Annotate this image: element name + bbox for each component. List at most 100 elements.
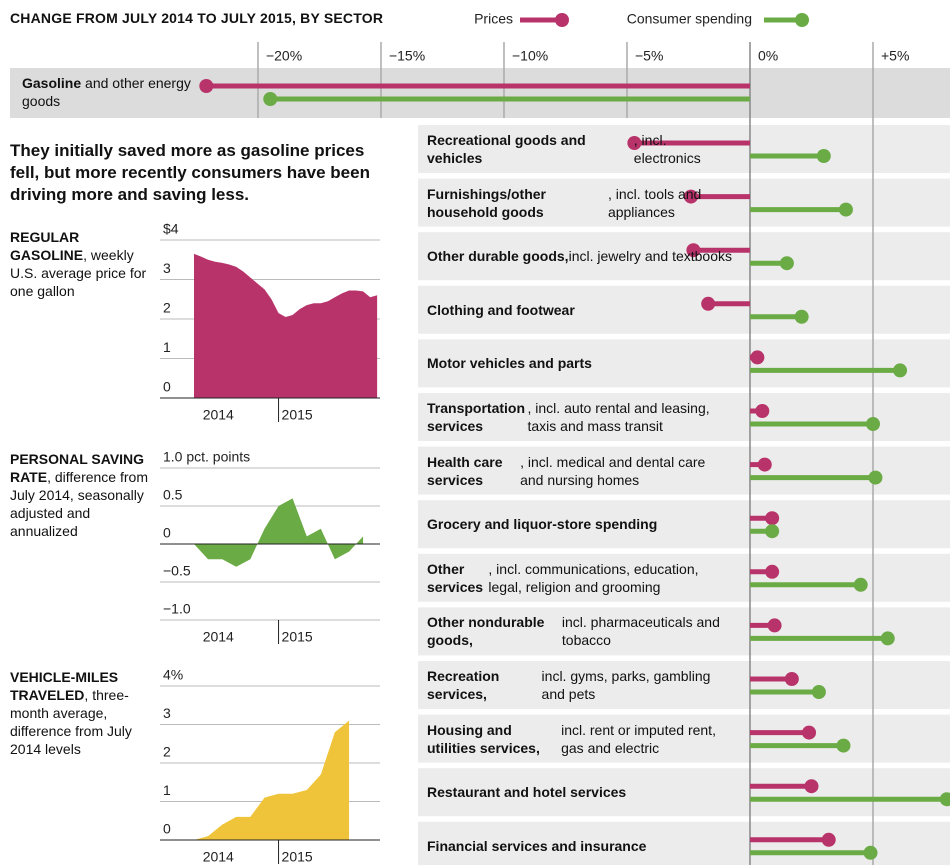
lollipop-dot [821, 832, 836, 847]
label: Clothing and footwear [427, 286, 732, 334]
label-name: Clothing and footwear [427, 301, 575, 318]
x-tick-label: 2015 [282, 629, 313, 645]
lollipop-dot [757, 457, 772, 472]
label-name: Gasoline [22, 75, 82, 91]
label-name: Restaurant and hotel services [427, 784, 627, 801]
chart-title: CHANGE FROM JULY 2014 TO JULY 2015, BY S… [10, 10, 384, 26]
row-background [418, 553, 950, 602]
label: Recreation services, incl. gyms, parks, … [427, 661, 732, 709]
y-tick-label: 0 [163, 821, 171, 837]
y-tick-label: $4 [163, 221, 179, 237]
lollipop-dot [750, 350, 765, 365]
lollipop-dot [765, 564, 780, 579]
label: Recreational goods and vehicles , incl. e… [427, 125, 732, 173]
lollipop-dot [868, 470, 883, 485]
label-note: , three-month average, difference from J… [10, 687, 132, 757]
lollipop-dot [627, 136, 642, 150]
area [194, 498, 364, 567]
lollipop-dot [199, 79, 214, 93]
lollipop-dot [683, 189, 698, 204]
label-name: PERSONAL SAVING RATE [10, 451, 145, 485]
label: PERSONAL SAVING RATE, difference from Ju… [10, 450, 150, 540]
label: Other nondurable goods, incl. pharmaceut… [427, 607, 732, 655]
label-name: Grocery and liquor-store spending [427, 516, 658, 533]
label: Financial services and insurance [427, 822, 732, 865]
row-background [418, 500, 950, 549]
label-name: VEHICLE-MILES TRAVELED [10, 669, 119, 703]
lollipop-dot [836, 738, 851, 753]
label-note: , incl. communications, education, legal… [488, 560, 699, 595]
lollipop-dot [811, 685, 826, 699]
legend-dot [795, 13, 809, 27]
y-tick-label: 4% [163, 667, 183, 683]
label-name: Other services [427, 560, 484, 595]
lollipop-dot [765, 511, 780, 526]
lollipop-dot [755, 404, 770, 418]
lollipop-dot [765, 524, 780, 539]
area [194, 253, 378, 398]
lollipop-dot [784, 672, 799, 686]
x-tick-label: 2015 [282, 849, 313, 865]
label-name: Motor vehicles and parts [427, 355, 592, 372]
y-tick-label: −1.0 [163, 601, 191, 617]
label-note: and other energy goods [22, 75, 191, 109]
y-tick-label: 1.0 pct. points [163, 449, 250, 465]
label: Furnishings/other household goods , incl.… [427, 179, 732, 227]
row-background [418, 125, 950, 173]
lollipop-dot [802, 725, 817, 740]
legend-label: Consumer spending [627, 11, 752, 27]
x-tick-label: −5% [635, 48, 663, 64]
label-note: incl. rent or imputed rent, gas and elec… [561, 721, 716, 756]
lollipop-dot [816, 149, 831, 163]
label: VEHICLE-MILES TRAVELED, three-month aver… [10, 668, 150, 758]
label: REGULAR GASOLINE, weekly U.S. average pr… [10, 228, 150, 300]
label: Transportation services, incl. auto rent… [427, 393, 732, 441]
label: Other services, incl. communications, ed… [427, 554, 732, 602]
lollipop-dot [767, 618, 782, 633]
label: Gasoline and other energy goods [22, 74, 192, 110]
lollipop-dot [838, 202, 853, 217]
x-tick-label: −15% [389, 48, 425, 64]
label: Motor vehicles and parts [427, 339, 732, 387]
lollipop-dot [893, 363, 908, 378]
row-background [418, 285, 950, 334]
x-tick-label: 2015 [282, 407, 313, 423]
x-tick-label: −10% [512, 48, 548, 64]
lollipop-dot [880, 631, 895, 646]
label-name: Financial services and insurance [427, 837, 647, 854]
y-tick-label: 0 [163, 379, 171, 395]
lollipop-dot [863, 845, 878, 860]
y-tick-label: 1 [163, 339, 171, 355]
row-background [418, 178, 950, 227]
row-background [418, 339, 950, 388]
label-name: Recreational goods and vehicles [427, 132, 586, 166]
lollipop-dot [686, 243, 701, 258]
label-note: , difference from July 2014, seasonally … [10, 469, 148, 539]
row-background [418, 393, 950, 441]
x-tick-label: 0% [758, 48, 778, 64]
row-background [418, 446, 950, 495]
label-note: , incl. electronics [633, 132, 701, 166]
x-tick-label: 2014 [203, 629, 234, 645]
area [194, 720, 350, 840]
y-tick-label: 3 [163, 260, 171, 276]
label-name: REGULAR GASOLINE [10, 229, 84, 263]
row-background [418, 232, 950, 281]
lollipop-dot [865, 417, 880, 431]
y-tick-label: 1 [163, 782, 171, 798]
label: Housing and utilities services, incl. re… [427, 715, 732, 763]
row-background [418, 607, 950, 656]
lollipop-dot [779, 256, 794, 271]
label: Restaurant and hotel services [427, 768, 732, 816]
label-name: Health care services [427, 453, 503, 488]
label-name: Housing and utilities services, [427, 721, 540, 756]
label-note: , incl. auto rental and leasing, taxis a… [527, 400, 710, 434]
legend-label: Prices [474, 11, 513, 27]
lollipop-dot [794, 309, 809, 324]
x-tick-label: +5% [881, 48, 909, 64]
y-tick-label: 0.5 [163, 487, 183, 503]
label-name: Transportation services [427, 400, 526, 434]
x-tick-label: 2014 [203, 849, 234, 865]
y-tick-label: 2 [163, 300, 171, 316]
